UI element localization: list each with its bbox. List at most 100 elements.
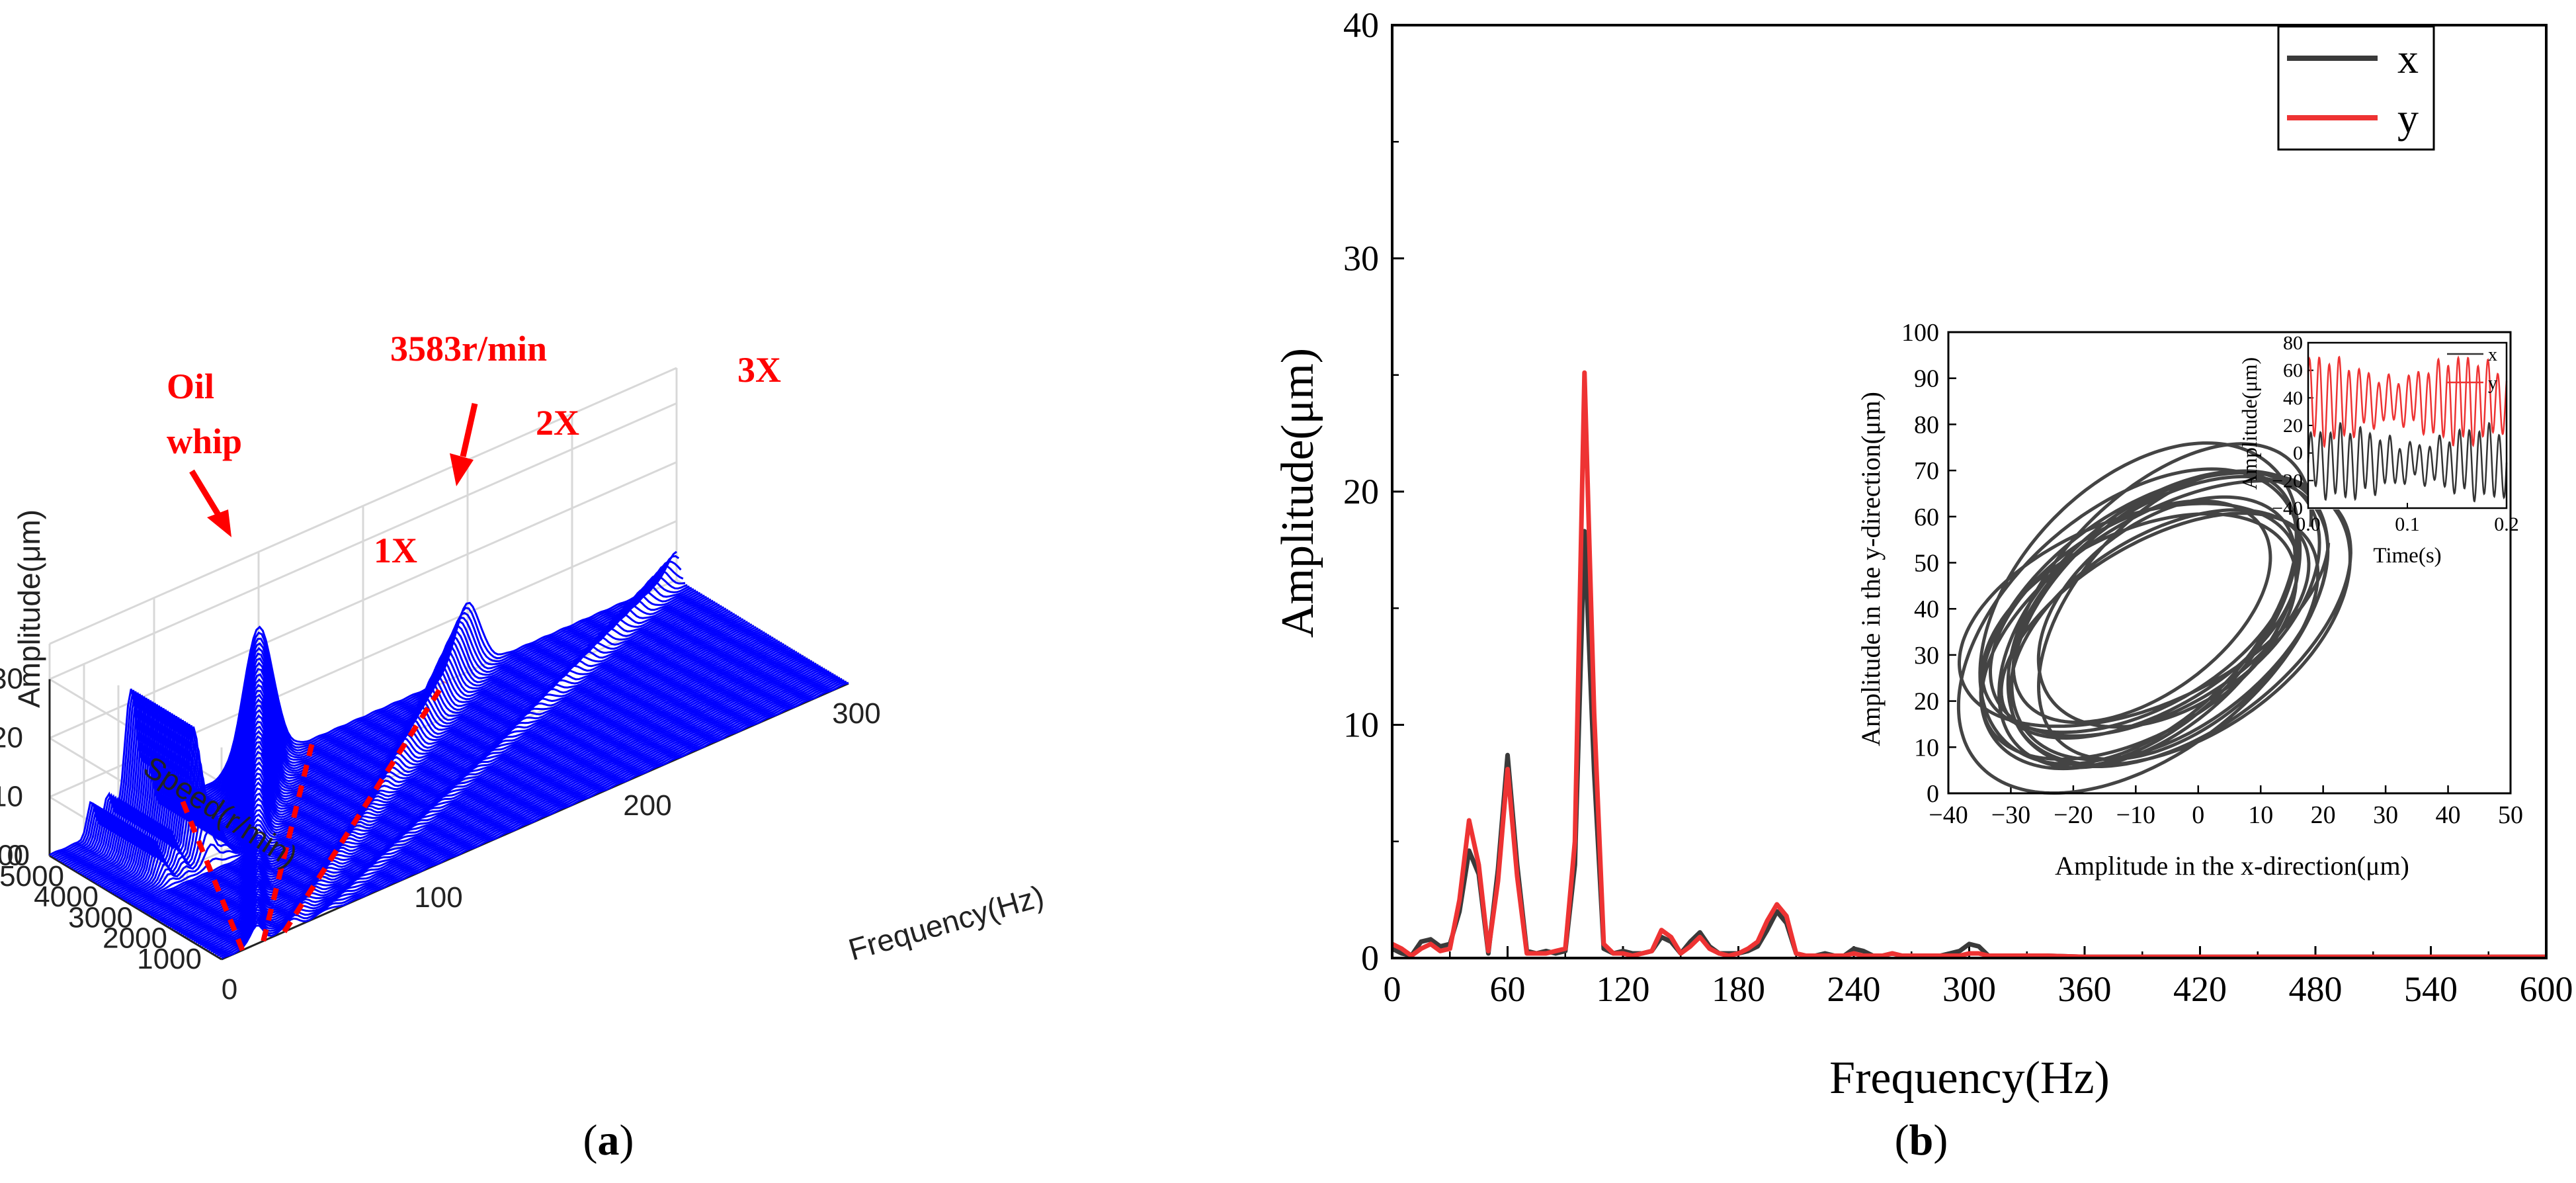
frequency-tick-label: 200 bbox=[623, 789, 671, 822]
waterfall-frequency-axis-title: Frequency(Hz) bbox=[845, 879, 1048, 967]
spectrum-line bbox=[152, 640, 780, 918]
speed-tick-label: 5000 bbox=[0, 860, 64, 893]
orbit-y-tick-label: 80 bbox=[1914, 411, 1939, 439]
spectrum-line bbox=[187, 661, 815, 939]
x-tick-label: 480 bbox=[2289, 969, 2343, 1009]
time-y-tick-label: −40 bbox=[2272, 498, 2303, 519]
frequency-tick-label: 100 bbox=[414, 881, 462, 914]
spectrum-line bbox=[144, 635, 772, 913]
spectrum-y-axis-title: Amplitude(μm) bbox=[1272, 348, 1323, 638]
spectrum-line bbox=[180, 657, 808, 935]
x-tick-label: 540 bbox=[2404, 969, 2458, 1009]
spectrum-line bbox=[154, 642, 782, 920]
time-y-tick-label: 40 bbox=[2283, 387, 2303, 409]
spectrum-line bbox=[165, 648, 794, 926]
orbit-x-tick-label: −40 bbox=[1929, 801, 1968, 829]
time-series-x bbox=[2307, 421, 2508, 503]
spectrum-line bbox=[161, 646, 789, 924]
spectrum-line bbox=[140, 633, 768, 910]
orbit-x-tick-label: 30 bbox=[2373, 801, 2398, 829]
y-tick-label: 40 bbox=[1343, 5, 1379, 45]
x-tick-label: 60 bbox=[1490, 969, 1526, 1009]
oil-whip-arrow bbox=[189, 469, 224, 522]
orbit-x-tick-label: −20 bbox=[2054, 801, 2093, 829]
time-series-y bbox=[2307, 355, 2508, 449]
orbit-y-tick-label: 50 bbox=[1914, 550, 1939, 578]
amplitude-tick-label: 30 bbox=[0, 663, 23, 695]
x-tick-label: 180 bbox=[1712, 969, 1765, 1009]
x-tick-label: 360 bbox=[2058, 969, 2112, 1009]
time-x-axis-title: Time(s) bbox=[2373, 544, 2441, 568]
legend-y-label: y bbox=[2397, 95, 2419, 142]
spectrum-line bbox=[128, 626, 757, 904]
panel-a-caption: (a) bbox=[583, 1116, 634, 1164]
spectrum-line bbox=[212, 676, 841, 954]
legend-x-label: x bbox=[2397, 35, 2419, 82]
y-tick-label: 30 bbox=[1343, 239, 1379, 279]
spectrum-line bbox=[126, 625, 755, 903]
y-tick-label: 0 bbox=[1361, 938, 1379, 978]
amplitude-tick-label: 0 bbox=[7, 840, 23, 872]
spectrum-line bbox=[150, 639, 778, 917]
spectrum-line bbox=[178, 656, 806, 934]
time-x-tick-label: 0.2 bbox=[2494, 513, 2519, 535]
time-y-tick-label: 80 bbox=[2283, 332, 2303, 354]
waterfall-tick-labels: 0100200300100020003000400050006000010203… bbox=[0, 663, 881, 1006]
x-tick-label: 420 bbox=[2173, 969, 2227, 1009]
orbit-trace bbox=[1956, 441, 2352, 795]
spectrum-line bbox=[62, 578, 690, 864]
panel-b-caption: (b) bbox=[1895, 1116, 1948, 1164]
panel-a-letter: a bbox=[598, 1116, 620, 1164]
speed-tick-label: 2000 bbox=[103, 922, 167, 955]
speed-tick-label: 3000 bbox=[68, 901, 133, 934]
spectrum-line bbox=[159, 644, 787, 922]
spectrum-line bbox=[148, 638, 776, 916]
spectrum-line bbox=[51, 555, 680, 857]
spectrum-line bbox=[171, 652, 800, 930]
orbit-x-tick-label: 10 bbox=[2248, 801, 2273, 829]
orbit-ticks: −40 −30 −20 −10 0 10 20 30 40 50 0 10 20 30 40 50 60 70 80… bbox=[1901, 319, 2523, 829]
orbit-y-axis-title: Amplitude in the y-direction(μm) bbox=[1856, 392, 1886, 746]
x-tick-label: 120 bbox=[1597, 969, 1650, 1009]
spectrum-line bbox=[195, 666, 823, 943]
speed-mark-label: 3583r/min bbox=[390, 329, 547, 369]
spectrum-line bbox=[60, 574, 688, 863]
frequency-tick-label: 300 bbox=[832, 697, 880, 730]
spectrum-series bbox=[1391, 370, 2546, 959]
x-tick-label: 0 bbox=[1384, 969, 1401, 1009]
oil-whip-label-line2: whip bbox=[167, 421, 242, 461]
speed-mark-arrow bbox=[460, 403, 478, 457]
time-y-tick-label: 20 bbox=[2283, 415, 2303, 437]
x-tick-label: 300 bbox=[1942, 969, 1996, 1009]
spectrum-line bbox=[167, 649, 796, 927]
orbit-y-tick-label: 40 bbox=[1914, 595, 1939, 623]
spectrum-line bbox=[130, 627, 759, 906]
orbit-x-tick-label: 20 bbox=[2311, 801, 2336, 829]
time-y-tick-label: 60 bbox=[2283, 360, 2303, 382]
speed-tick-label: 1000 bbox=[137, 943, 202, 975]
orbit-x-axis-title: Amplitude in the x-direction(μm) bbox=[2055, 851, 2409, 881]
time-ticks: 0.0 0.1 0.2 −40 −20 0 20 40 60 80 bbox=[2272, 332, 2519, 535]
legend-box bbox=[2277, 25, 2435, 151]
series-y-line bbox=[1391, 370, 2546, 959]
orbit-plot-frame bbox=[1947, 331, 2512, 795]
y-tick-label: 10 bbox=[1343, 705, 1379, 745]
spectrum-line bbox=[111, 615, 740, 894]
orbit-x-tick-label: 50 bbox=[2498, 801, 2523, 829]
spectrum-line bbox=[169, 650, 798, 928]
spectrum-line bbox=[174, 653, 802, 931]
spectrum-line bbox=[214, 678, 843, 955]
order-1x-line bbox=[179, 797, 245, 951]
x-tick-label: 240 bbox=[1827, 969, 1881, 1009]
time-inset: 0.0 0.1 0.2 −40 −20 0 20 40 60 80 Time(s) Amplitu… bbox=[2237, 332, 2519, 568]
grid-line bbox=[49, 402, 677, 680]
order-1x-label: 1X bbox=[374, 531, 417, 570]
spectrum-line bbox=[49, 550, 677, 856]
spectrum-line bbox=[137, 631, 766, 910]
grid-line bbox=[49, 461, 677, 739]
waterfall-annotations: Oil whip 3583r/min 1X 2X 3X bbox=[167, 329, 781, 951]
spectrum-legend: x y bbox=[2277, 25, 2435, 151]
spectrum-line bbox=[208, 674, 836, 951]
spectrum-line bbox=[216, 679, 845, 957]
